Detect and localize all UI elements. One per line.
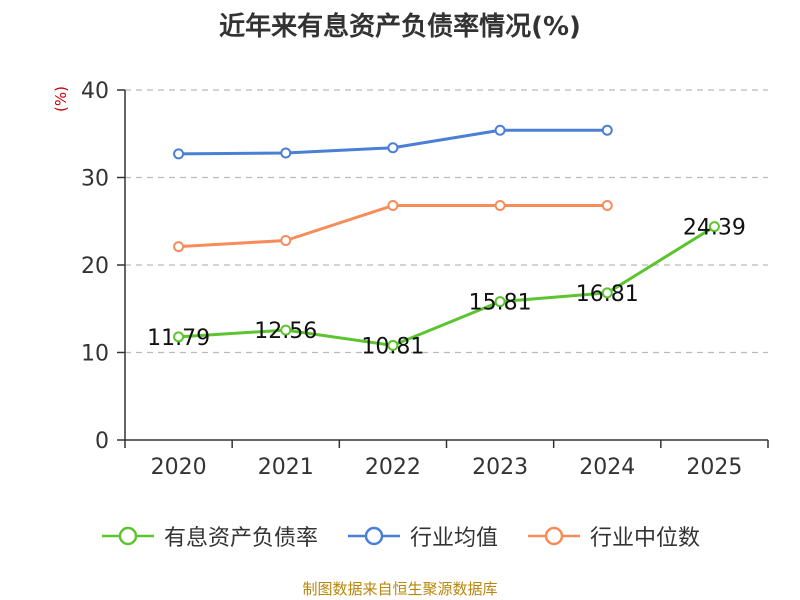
x-tick-label: 2025 [686, 455, 742, 480]
data-label: 12.56 [254, 319, 317, 344]
data-label: 10.81 [361, 334, 424, 359]
line-chart: 0 10 20 30 40 2020 2021 2022 2023 2024 2025 11.79 1… [81, 79, 769, 480]
legend-label: 有息资产负债率 [163, 526, 318, 551]
legend-item-industry-median[interactable]: 行业中位数 [526, 520, 700, 552]
y-tick-label: 40 [81, 79, 109, 104]
legend-line-icon [347, 526, 400, 546]
data-point [387, 339, 399, 351]
data-point [708, 221, 720, 233]
y-tick-label: 0 [95, 429, 109, 454]
data-point [387, 200, 399, 211]
data-point [387, 142, 399, 154]
x-tick-label: 2021 [258, 455, 314, 480]
chart-title: 近年来有息资产负债率情况(%) [219, 12, 581, 42]
data-point [494, 200, 506, 211]
y-tick-label: 20 [81, 254, 109, 279]
series-line [178, 225, 716, 347]
data-label: 24.39 [683, 216, 746, 241]
data-point [494, 124, 506, 136]
data-point [601, 200, 613, 211]
data-point [601, 287, 613, 299]
data-point [280, 324, 292, 336]
y-tick-label: 10 [81, 342, 109, 367]
data-label: 15.81 [469, 291, 532, 316]
x-tick-label: 2023 [472, 455, 528, 480]
data-point [494, 296, 506, 308]
y-tick-label: 30 [81, 167, 109, 192]
data-point [601, 124, 613, 136]
legend-item-industry-average[interactable]: 行业均值 [346, 520, 498, 552]
x-tick-label: 2020 [151, 455, 207, 480]
data-source-note: 制图数据来自恒生聚源数据库 [302, 580, 498, 598]
data-point [173, 148, 185, 160]
data-point [173, 331, 185, 343]
data-point [280, 235, 292, 246]
legend-label: 行业均值 [409, 526, 498, 551]
legend: 有息资产负债率 行业均值 行业中位数 [0, 520, 800, 552]
legend-label: 行业中位数 [590, 526, 701, 551]
x-tick-label: 2024 [579, 455, 635, 480]
data-label: 11.79 [147, 326, 210, 351]
legend-item-interest-debt-ratio[interactable]: 有息资产负债率 [100, 520, 318, 552]
data-point [173, 241, 185, 253]
data-label: 16.81 [576, 282, 639, 307]
series-line [178, 204, 608, 249]
legend-line-icon [101, 526, 154, 546]
data-point [280, 147, 292, 159]
x-tick-label: 2022 [365, 455, 421, 480]
legend-line-icon [528, 526, 580, 546]
